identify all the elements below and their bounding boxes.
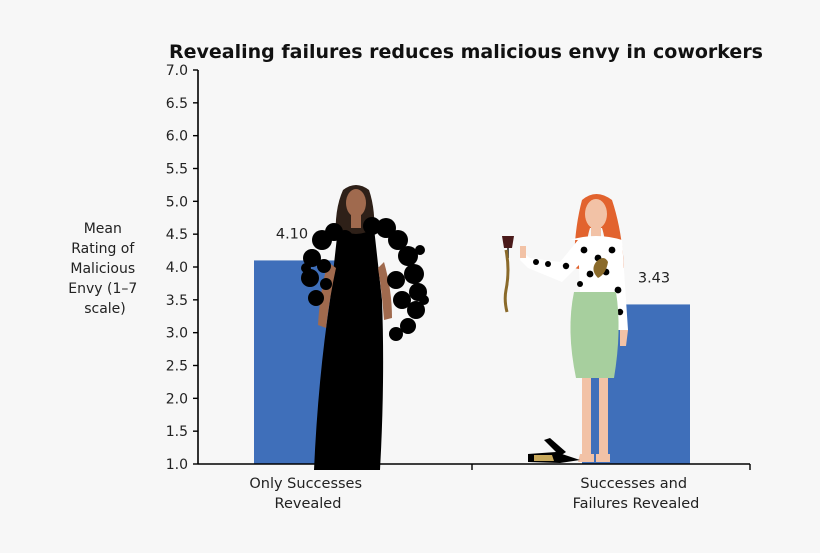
y-tick-label: 6.0 (166, 129, 188, 145)
x-tick-label-only-successes: Only Successes Revealed (249, 476, 366, 512)
y-axis-label-line: Mean (84, 221, 122, 237)
y-tick-label: 4.5 (166, 227, 188, 243)
x-tick-label-line: Only Successes (249, 476, 362, 492)
y-tick-label: 5.0 (166, 194, 188, 210)
y-axis-label-line: Rating of (71, 241, 135, 257)
y-tick-label: 1.5 (166, 424, 188, 440)
y-axis-label-line: Envy (1–7 (68, 281, 137, 297)
data-labels-group: 4.10 3.43 (276, 226, 670, 286)
y-tick-label: 3.0 (166, 326, 188, 342)
y-tick-label: 4.0 (166, 260, 188, 276)
axes-group: 1.0 1.5 2.0 2.5 3.0 3.5 4.0 4.5 5.0 5.5 6.0 6.5 7.0 (166, 63, 751, 473)
chart-title: Revealing failures reduces malicious env… (169, 41, 763, 63)
x-tick-label-line: Failures Revealed (573, 496, 700, 512)
y-axis-label-line: scale) (84, 301, 126, 317)
illustrations (301, 185, 628, 470)
y-tick-label: 2.5 (166, 359, 188, 375)
x-tick-label-successes-and-failures: Successes and Failures Revealed (573, 476, 700, 512)
data-label-1: 3.43 (638, 270, 670, 286)
y-tick-label: 7.0 (166, 63, 188, 79)
y-tick-label: 6.5 (166, 96, 188, 112)
y-tick-label: 1.0 (166, 457, 188, 473)
data-label-0: 4.10 (276, 226, 308, 242)
y-tick-label: 5.5 (166, 162, 188, 178)
woman-in-black-gown-illustration (301, 185, 429, 470)
x-tick-label-line: Successes and (580, 476, 687, 492)
x-tick-label-line: Revealed (275, 496, 342, 512)
y-tick-label: 2.0 (166, 391, 188, 407)
y-tick-label: 3.5 (166, 293, 188, 309)
y-axis-label-line: Malicious (70, 261, 135, 277)
y-axis-label: Mean Rating of Malicious Envy (1–7 scale… (68, 221, 141, 317)
woman-with-wine-glass-illustration (502, 194, 628, 463)
